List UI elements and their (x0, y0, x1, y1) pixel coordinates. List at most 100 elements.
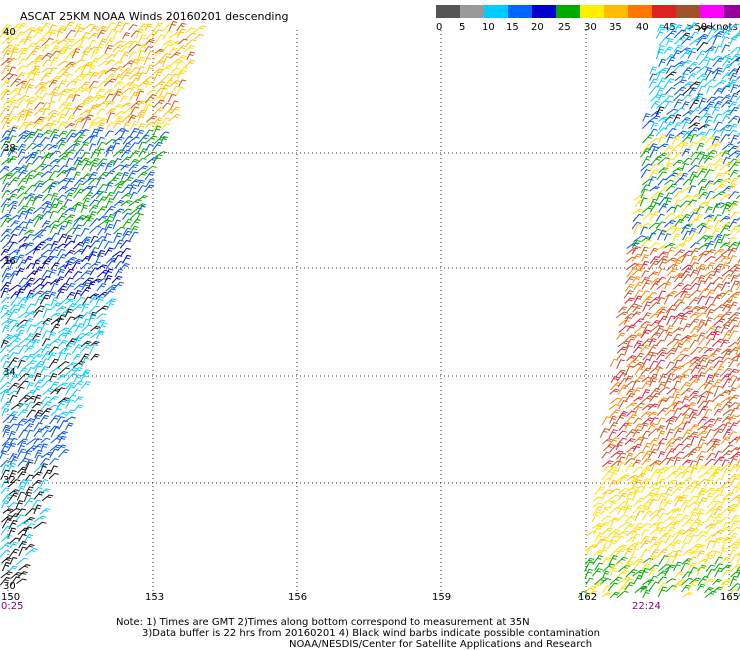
wind-barb (138, 148, 148, 158)
wind-barb (713, 360, 724, 369)
wind-barb (95, 191, 108, 200)
wind-barb (0, 234, 11, 243)
wind-barb (31, 65, 41, 75)
wind-barb (730, 267, 740, 277)
wind-barb (640, 469, 651, 479)
wind-barb (737, 570, 740, 578)
wind-barb (55, 276, 65, 284)
wind-barb (736, 158, 740, 164)
wind-barb (10, 270, 20, 278)
wind-barb (80, 353, 90, 362)
wind-barb (706, 85, 714, 94)
wind-barb (664, 486, 674, 495)
wind-barb (16, 134, 28, 144)
wind-barb (672, 581, 684, 591)
wind-barb (689, 359, 701, 368)
wind-barb (631, 253, 642, 262)
wind-barb (33, 428, 44, 437)
wind-barb (656, 407, 669, 417)
wind-barb (128, 184, 138, 195)
wind-barb (9, 456, 19, 466)
wind-barb (49, 448, 59, 458)
wind-barb (97, 71, 109, 80)
wind-barb (722, 303, 732, 312)
wind-barb (641, 358, 651, 369)
wind-barb (176, 22, 187, 32)
wind-barb (713, 268, 721, 277)
wind-barb (47, 395, 59, 403)
wind-barb (689, 318, 700, 327)
lat-label: 30 (3, 581, 16, 592)
wind-barb (632, 443, 642, 452)
wind-barb (697, 365, 707, 374)
wind-barb (55, 288, 66, 299)
wind-barb (33, 277, 44, 285)
wind-barb (703, 380, 715, 390)
wind-barb (736, 369, 740, 374)
wind-barb (144, 129, 154, 137)
wind-barb (665, 30, 677, 39)
wind-barb (703, 119, 713, 129)
wind-barb (24, 423, 35, 431)
wind-barb (65, 316, 75, 325)
wind-barb (138, 134, 150, 144)
wind-barb (113, 30, 121, 39)
wind-barb (24, 121, 35, 130)
wind-barb (610, 450, 624, 458)
wind-barb (18, 403, 29, 410)
wind-barb (168, 20, 178, 32)
wind-barb (728, 183, 737, 192)
wind-barb (721, 290, 733, 299)
wind-barb (9, 273, 19, 283)
wind-barb (674, 199, 682, 208)
wind-barb (119, 239, 131, 249)
wind-barb (705, 564, 716, 573)
wind-barb (73, 171, 81, 180)
wind-barb (625, 556, 637, 565)
wind-barb (665, 416, 678, 423)
wind-barb (632, 429, 642, 438)
wind-barb (1, 72, 13, 81)
wind-barb (96, 136, 105, 146)
wind-barb (705, 338, 715, 346)
wind-barb (681, 459, 692, 466)
wind-barb (56, 416, 66, 424)
wind-barb (706, 197, 716, 207)
wind-barb (16, 72, 26, 81)
wind-barb (32, 155, 44, 164)
wind-barb (608, 422, 619, 432)
wind-barb (681, 194, 692, 201)
wind-barb (680, 562, 690, 572)
wind-barb (592, 506, 603, 516)
wind-barb (641, 279, 652, 290)
wind-barb (647, 403, 659, 411)
wind-barb (57, 332, 68, 339)
wind-barb (72, 271, 83, 279)
wind-barb (121, 230, 132, 241)
wind-barb (640, 246, 649, 257)
wind-barb (1, 228, 12, 237)
wind-barb (736, 566, 740, 571)
wind-barb (56, 387, 66, 395)
wind-barb (729, 264, 740, 271)
wind-barb (1, 318, 14, 326)
wind-barb (15, 557, 29, 566)
wind-barb (735, 484, 740, 493)
wind-barb (696, 267, 705, 276)
wind-barb (105, 257, 117, 264)
wind-barb (703, 347, 714, 354)
wind-barb (42, 308, 52, 319)
wind-barb (33, 310, 44, 318)
wind-barb (737, 473, 740, 479)
wind-barb (690, 424, 700, 431)
wind-barb (33, 149, 42, 160)
wind-barb (689, 339, 699, 349)
wind-barb (120, 22, 130, 33)
wind-barb (704, 79, 716, 87)
wind-barb (713, 100, 723, 109)
wind-barb (97, 239, 107, 250)
wind-barb (18, 196, 29, 207)
wind-barb (655, 106, 665, 117)
wind-barb (65, 257, 77, 264)
wind-barb (23, 111, 34, 122)
